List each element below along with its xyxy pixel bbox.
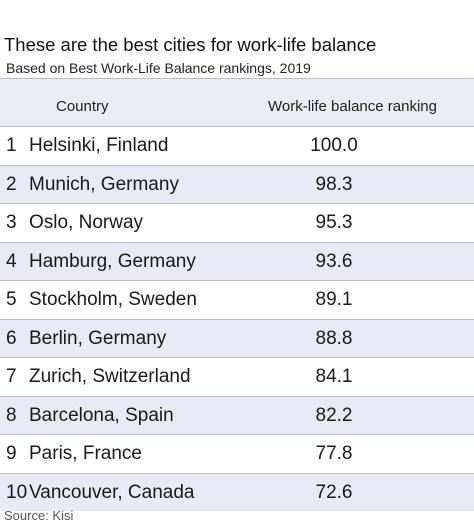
- table-header-row: Country Work-life balance ranking: [0, 78, 474, 126]
- row-rank: 9: [6, 443, 17, 464]
- source-note: Source: Kisi: [4, 508, 74, 523]
- row-score: 77.8: [315, 443, 353, 464]
- table-row: 3 Oslo, Norway 95.3: [0, 203, 474, 242]
- table-row: 10 Vancouver, Canada 72.6: [0, 472, 474, 511]
- table-row: 2 Munich, Germany 98.3: [0, 164, 474, 203]
- row-city: Helsinki, Finland: [29, 135, 169, 156]
- table-row: 9 Paris, France 77.8: [0, 434, 474, 473]
- row-rank: 7: [6, 366, 17, 387]
- row-rank: 4: [6, 250, 17, 272]
- row-city: Munich, Germany: [29, 173, 179, 195]
- row-city: Zurich, Switzerland: [29, 366, 191, 387]
- row-rank: 5: [6, 289, 17, 310]
- row-rank: 8: [6, 404, 17, 426]
- ranking-table: Country Work-life balance ranking 1 Helsi…: [0, 78, 474, 511]
- row-score: 72.6: [315, 481, 353, 503]
- row-score: 93.6: [315, 250, 353, 272]
- chart-title: These are the best cities for work-life …: [4, 34, 377, 55]
- row-city: Barcelona, Spain: [29, 404, 174, 426]
- row-city: Vancouver, Canada: [29, 481, 195, 503]
- row-score: 95.3: [315, 212, 353, 233]
- row-city: Paris, France: [29, 443, 142, 464]
- chart-subtitle: Based on Best Work-Life Balance rankings…: [6, 60, 311, 76]
- row-score: 98.3: [315, 173, 353, 195]
- row-score: 100.0: [310, 135, 358, 156]
- row-score: 84.1: [315, 366, 353, 387]
- table-row: 8 Barcelona, Spain 82.2: [0, 395, 474, 434]
- table-row: 4 Hamburg, Germany 93.6: [0, 241, 474, 280]
- row-score: 88.8: [315, 327, 353, 349]
- table-row: 7 Zurich, Switzerland 84.1: [0, 357, 474, 396]
- row-rank: 6: [6, 327, 17, 349]
- row-rank: 1: [6, 135, 17, 156]
- table-row: 6 Berlin, Germany 88.8: [0, 318, 474, 357]
- row-rank: 2: [6, 173, 17, 195]
- row-city: Stockholm, Sweden: [29, 289, 197, 310]
- row-city: Berlin, Germany: [29, 327, 167, 349]
- row-score: 82.2: [315, 404, 353, 426]
- row-city: Hamburg, Germany: [29, 250, 196, 272]
- table-row: 5 Stockholm, Sweden 89.1: [0, 280, 474, 319]
- column-header-ranking: Work-life balance ranking: [268, 98, 437, 115]
- row-score: 89.1: [315, 289, 353, 310]
- column-header-country: Country: [56, 98, 109, 115]
- table-body: 1 Helsinki, Finland 100.0 2 Munich, Germany 9…: [0, 126, 474, 511]
- table-row: 1 Helsinki, Finland 100.0: [0, 126, 474, 165]
- row-rank: 3: [6, 212, 17, 233]
- row-rank: 10: [6, 481, 28, 503]
- row-city: Oslo, Norway: [29, 212, 144, 233]
